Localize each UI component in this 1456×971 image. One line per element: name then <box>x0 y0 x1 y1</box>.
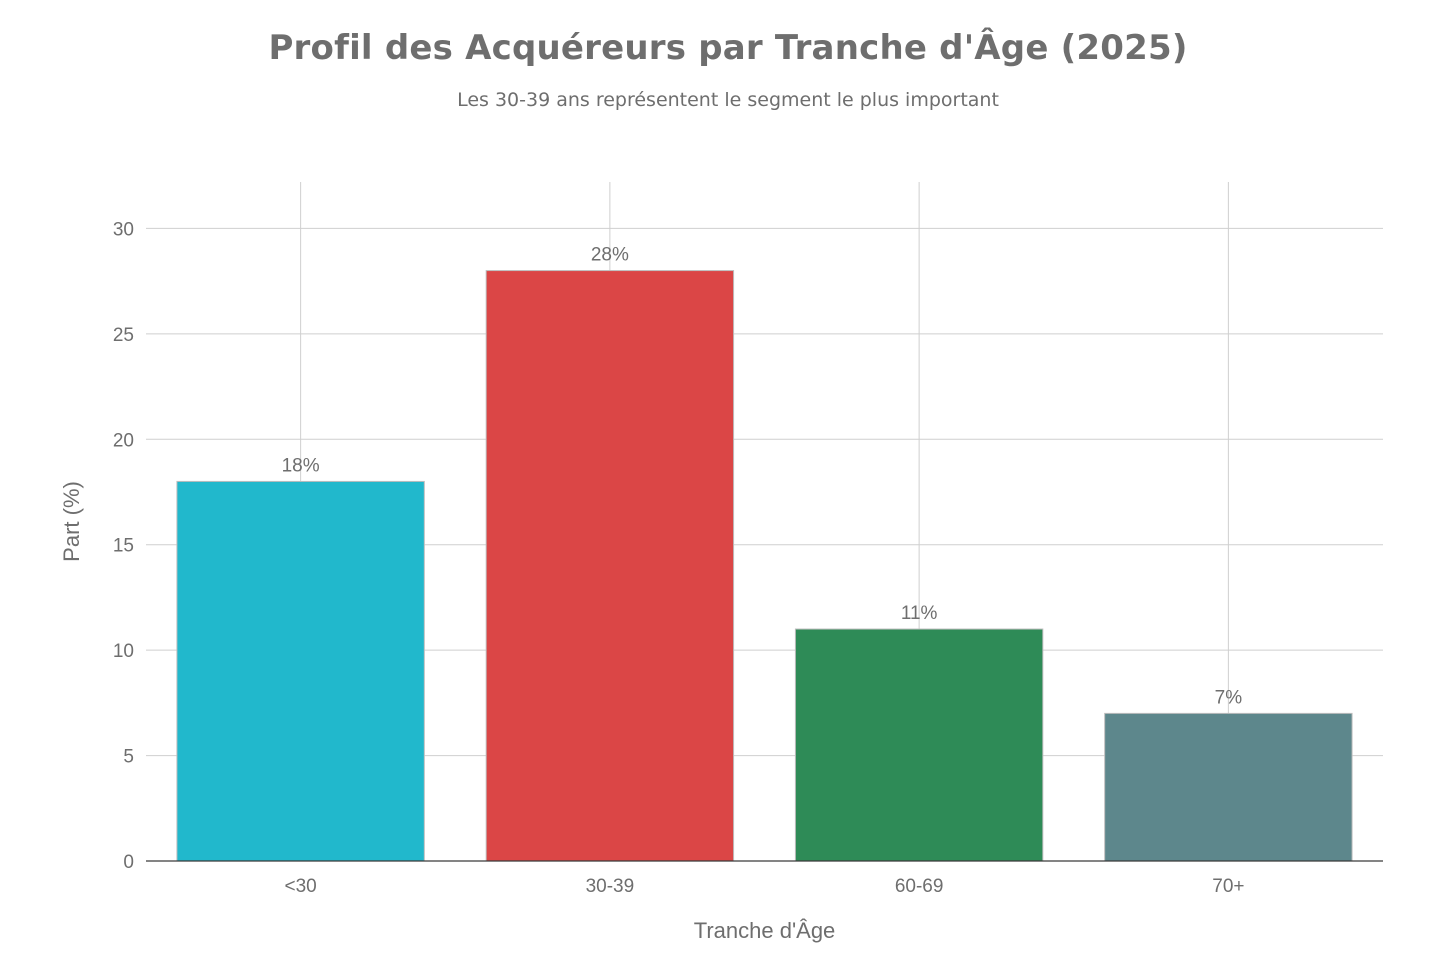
y-tick-label: 15 <box>113 536 134 557</box>
data-labels: 18% 28% 11% 7% <box>282 245 1243 709</box>
x-tick-label: 30-39 <box>586 876 635 897</box>
y-tick-label: 25 <box>113 325 134 346</box>
bars <box>176 270 1353 862</box>
x-axis-title: Tranche d'Âge <box>694 918 836 943</box>
y-tick-label: 10 <box>113 641 134 662</box>
x-tick-label: <30 <box>285 876 317 897</box>
x-tick-labels: <30 30-39 60-69 70+ <box>285 876 1245 897</box>
chart-title: Profil des Acquéreurs par Tranche d'Âge … <box>268 28 1188 68</box>
y-tick-label: 0 <box>123 852 134 873</box>
data-label: 28% <box>591 245 629 266</box>
x-tick-label: 60-69 <box>895 876 944 897</box>
y-tick-label: 30 <box>113 219 134 240</box>
bar-2 <box>794 628 1044 862</box>
data-label: 7% <box>1215 687 1243 708</box>
data-label: 11% <box>901 603 938 624</box>
x-tick-label: 70+ <box>1212 876 1244 897</box>
y-tick-label: 5 <box>123 747 134 768</box>
y-tick-labels: 0 5 10 15 20 25 30 <box>113 219 134 873</box>
x-gridlines <box>300 182 1229 861</box>
bar-0 <box>176 480 425 862</box>
bar-3 <box>1104 712 1353 862</box>
data-label: 18% <box>282 455 320 476</box>
y-tick-label: 20 <box>113 430 134 451</box>
y-axis-title: Part (%) <box>59 481 84 562</box>
bar-1 <box>485 270 735 862</box>
chart-subtitle: Les 30-39 ans représentent le segment le… <box>457 89 999 111</box>
